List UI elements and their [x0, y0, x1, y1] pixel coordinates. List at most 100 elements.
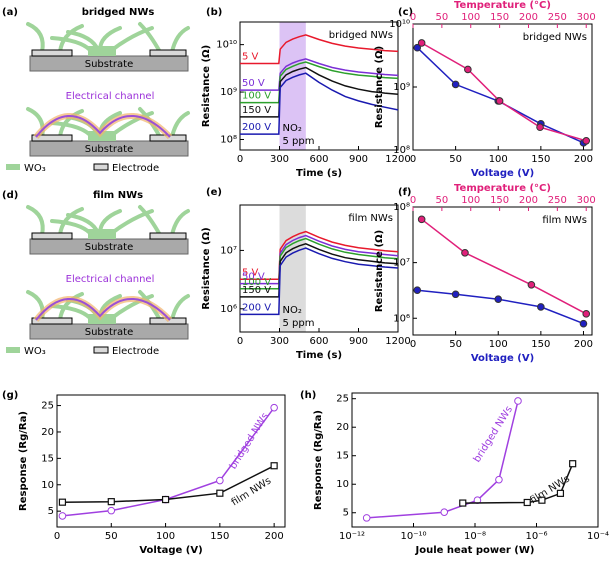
series-line: [240, 234, 399, 285]
nanowire: [58, 292, 84, 322]
series-line: [417, 289, 584, 325]
point: [413, 43, 422, 52]
series-line: [240, 66, 399, 118]
x-tick-label: 10⁻⁴: [587, 531, 609, 542]
panel-label: (b): [206, 7, 222, 18]
x-tick-label: 600: [309, 154, 328, 165]
wo3-base: [88, 229, 116, 239]
x-tick-label: 200: [574, 339, 593, 350]
series-line: [366, 400, 519, 519]
x-tick-label: 50: [449, 339, 462, 350]
x-tick-label: 300: [270, 336, 289, 347]
series-label: film NWs: [230, 476, 274, 509]
point: [459, 499, 467, 507]
channel-label: Electrical channel: [66, 91, 155, 102]
x-tick-label: 0: [237, 154, 243, 165]
nanowire: [170, 111, 190, 139]
nanowire: [170, 294, 190, 322]
y-tick-label: 5: [343, 508, 349, 519]
series-line: [240, 247, 399, 316]
plot-frame: [412, 206, 593, 336]
annotation: film NWs: [348, 213, 393, 224]
annotation: bridged NWs: [329, 30, 393, 41]
x-tick-label: 0: [410, 339, 416, 350]
point: [582, 136, 591, 145]
schematic: (a) bridged NWs Substrate Substrate Electric…: [2, 7, 190, 174]
y-tick-label: 10: [41, 480, 54, 491]
annotation: bridged NWs: [523, 32, 587, 43]
x2-tick-label: 150: [490, 195, 509, 206]
x-tick-label: 0: [54, 531, 60, 542]
schematic-title: film NWs: [93, 190, 143, 201]
schematic-layer: Substrate: [26, 290, 190, 340]
series-label: 50 V: [242, 272, 265, 283]
x-tick-label: 150: [531, 154, 550, 165]
y-axis-title: Resistance (Ω): [201, 45, 212, 127]
legend-swatch: [93, 163, 109, 171]
series-line: [240, 58, 399, 91]
point: [494, 295, 503, 304]
point: [270, 462, 278, 470]
y-tick-label: 20: [336, 422, 349, 433]
y-tick-label: 10⁶: [393, 313, 410, 324]
x-axis-title: Voltage (V): [139, 545, 202, 556]
x2-tick-label: 100: [461, 195, 480, 206]
schematic-title: bridged NWs: [82, 7, 155, 18]
y-axis-title: Resistance (Ω): [374, 46, 385, 128]
x-axis-title: Voltage (V): [471, 168, 534, 179]
point: [527, 280, 536, 289]
x2-tick-label: 100: [461, 12, 480, 23]
series-label: 200 V: [242, 302, 271, 313]
point: [536, 123, 544, 132]
x-tick-label: 150: [531, 339, 550, 350]
y-tick-label: 10⁸: [393, 202, 410, 213]
x-tick-label: 100: [489, 154, 508, 165]
y-tick-label: 15: [41, 453, 54, 464]
y-tick-label: 5: [48, 506, 54, 517]
series-line: [416, 47, 584, 144]
electrode: [149, 232, 187, 240]
series-label: bridged NWs: [472, 404, 515, 464]
y-tick-label: 25: [336, 394, 349, 405]
x-tick-label: 900: [349, 154, 368, 165]
point: [464, 65, 472, 74]
point: [451, 80, 460, 89]
series-line: [421, 42, 587, 142]
nanowire: [26, 22, 45, 54]
x2-tick-label: 0: [410, 195, 416, 206]
x2-tick-label: 150: [490, 12, 509, 23]
wo3-base: [88, 46, 116, 56]
wo3-base: [88, 131, 116, 141]
exposure-label: NO₂: [283, 123, 302, 134]
point: [216, 476, 224, 485]
y-tick-label: 10⁸: [220, 134, 237, 145]
x-axis-title: Time (s): [296, 350, 342, 361]
x-tick-label: 10⁻¹⁰: [400, 531, 426, 542]
schematic-layer: Substrate: [26, 107, 190, 157]
series-line: [240, 34, 399, 65]
x-tick-label: 0: [410, 154, 416, 165]
point: [495, 475, 503, 484]
point: [556, 489, 565, 497]
exposure-label: NO₂: [283, 305, 302, 316]
y-tick-label: 15: [336, 451, 349, 462]
point: [362, 514, 371, 522]
series-label: 100 V: [242, 277, 271, 288]
point: [582, 310, 591, 318]
annotation: film NWs: [542, 215, 587, 226]
panel-label: (c): [398, 7, 413, 18]
series-label: 5 V: [242, 52, 259, 63]
schematic: (d) film NWs Substrate Substrate Electrical …: [2, 190, 190, 357]
series-line: [240, 230, 399, 281]
substrate-label: Substrate: [85, 242, 133, 253]
y-tick-label: 10⁷: [220, 245, 237, 256]
legend-label: Electrode: [112, 346, 159, 357]
plot-frame: [56, 394, 286, 528]
x-tick-label: 200: [574, 154, 593, 165]
point: [579, 319, 588, 328]
nanowire: [110, 111, 154, 137]
panel-label: (d): [2, 190, 18, 201]
nanowire: [58, 207, 84, 237]
point: [417, 215, 426, 224]
